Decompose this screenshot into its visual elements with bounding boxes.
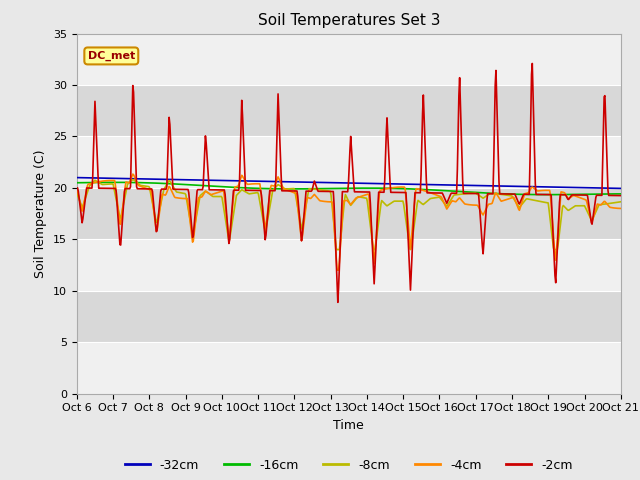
Bar [77,240,621,291]
Text: DC_met: DC_met [88,51,135,61]
Legend: -32cm, -16cm, -8cm, -4cm, -2cm: -32cm, -16cm, -8cm, -4cm, -2cm [120,454,578,477]
Y-axis label: Soil Temperature (C): Soil Temperature (C) [35,149,47,278]
Bar [77,342,621,394]
Bar [77,85,621,136]
Title: Soil Temperatures Set 3: Soil Temperatures Set 3 [257,13,440,28]
Bar [77,188,621,240]
Bar [77,34,621,85]
Bar [77,136,621,188]
X-axis label: Time: Time [333,419,364,432]
Bar [77,291,621,342]
